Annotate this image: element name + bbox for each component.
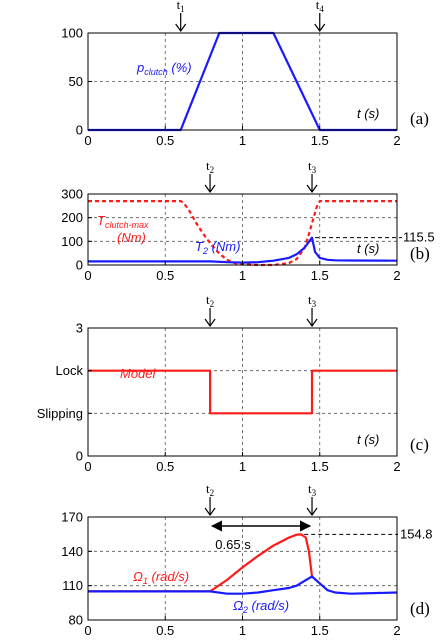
y-tick-label: 0 [76,449,83,464]
event-arrow-head [204,318,216,328]
event-arrow-head [306,318,318,328]
y-tick-label: 110 [62,578,83,593]
x-tick-label: 0 [84,623,91,638]
x-tick-label: 2 [393,459,400,474]
x-tick-label: 2 [393,268,400,283]
series-line-0 [88,369,397,415]
event-label: t2 [206,481,214,498]
series-line-0 [88,533,314,593]
chart-panel-2: 0 0.5 1 1.5 2 0 Slipping Lock 3 t2 t3 (c) t (s) [37,292,429,474]
y-tick-label: 100 [61,234,83,249]
x-axis-label: t (s) [357,241,379,256]
y-tick-label: 80 [69,613,83,628]
x-tick-label: 1 [239,268,246,283]
y-tick-label: 0 [76,123,83,138]
x-tick-label: 2 [393,623,400,638]
event-arrow-head [306,184,318,194]
plot-area [88,328,397,456]
event-label: t4 [316,0,325,14]
x-tick-label: 0.5 [156,459,174,474]
x-tick-label: 1 [239,623,246,638]
x-tick-label: 1.5 [311,133,329,148]
x-tick-label: 0.5 [156,623,174,638]
event-label: t2 [206,292,214,309]
series-line-1 [88,575,398,595]
x-tick-label: 0.5 [156,133,174,148]
x-axis-label: t (s) [357,106,379,121]
y-tick-label: Lock [56,363,84,378]
y-tick-label: 3 [76,321,83,336]
x-tick-label: 0 [84,268,91,283]
chart-panel-1: 0 0.5 1 1.5 2 0 100 200 300 t2 t3 (b) t (s) [61,158,430,283]
y-tick-label: 100 [61,26,83,41]
x-tick-label: 0.5 [156,268,174,283]
peak-annotation: 154.8 [400,526,433,541]
x-tick-label: 2 [393,133,400,148]
y-tick-label: 0 [76,258,83,273]
duration-annotation: 0.65 s [215,537,251,552]
y-tick-label: 300 [61,187,83,202]
x-axis-label: t (s) [357,432,379,447]
peak-annotation: 115.5 [403,230,435,245]
event-label: t3 [308,481,317,498]
event-label: t3 [308,292,317,309]
series-label: pclutch (%) [136,60,192,77]
y-tick-label: 170 [61,510,83,525]
event-label: t2 [206,158,214,175]
y-tick-label: 200 [61,210,83,225]
panel-label: (a) [410,109,429,128]
panel-label: (d) [410,599,430,618]
plot-area [88,194,397,265]
x-tick-label: 1 [239,133,246,148]
series-label: Tclutch-max [97,213,149,230]
series-label-line2: (Nm) [117,230,146,245]
x-tick-label: 0 [84,133,91,148]
series-label: Ω1 (rad/s) [133,569,189,586]
event-arrow-head [204,184,216,194]
y-tick-label: Slipping [37,406,83,421]
series-label: Ω2 (rad/s) [233,598,289,615]
chart-panel-3: 0 0.5 1 1.5 2 80 110 140 170 t2 t3 (d) [61,481,430,638]
event-arrow-head [306,507,318,517]
y-tick-label: 50 [69,74,83,89]
event-label: t1 [177,0,185,14]
x-tick-label: 1.5 [311,268,329,283]
panel-label: (b) [410,244,430,263]
x-tick-label: 1.5 [311,623,329,638]
chart-panel-0: 0 0.5 1 1.5 2 0 50 100 t1 t4 (a) t (s) [61,0,429,148]
y-tick-label: 140 [61,544,83,559]
panel-label: (c) [410,435,429,454]
x-tick-label: 0 [84,459,91,474]
event-arrow-head [175,23,187,33]
x-tick-label: 1 [239,459,246,474]
event-arrow-head [204,507,216,517]
x-tick-label: 1.5 [311,459,329,474]
series-label: Model [120,366,157,381]
series-line-1 [88,236,398,264]
event-arrow-head [314,23,326,33]
series-label: T2 (Nm) [195,239,240,256]
event-label: t3 [308,158,317,175]
